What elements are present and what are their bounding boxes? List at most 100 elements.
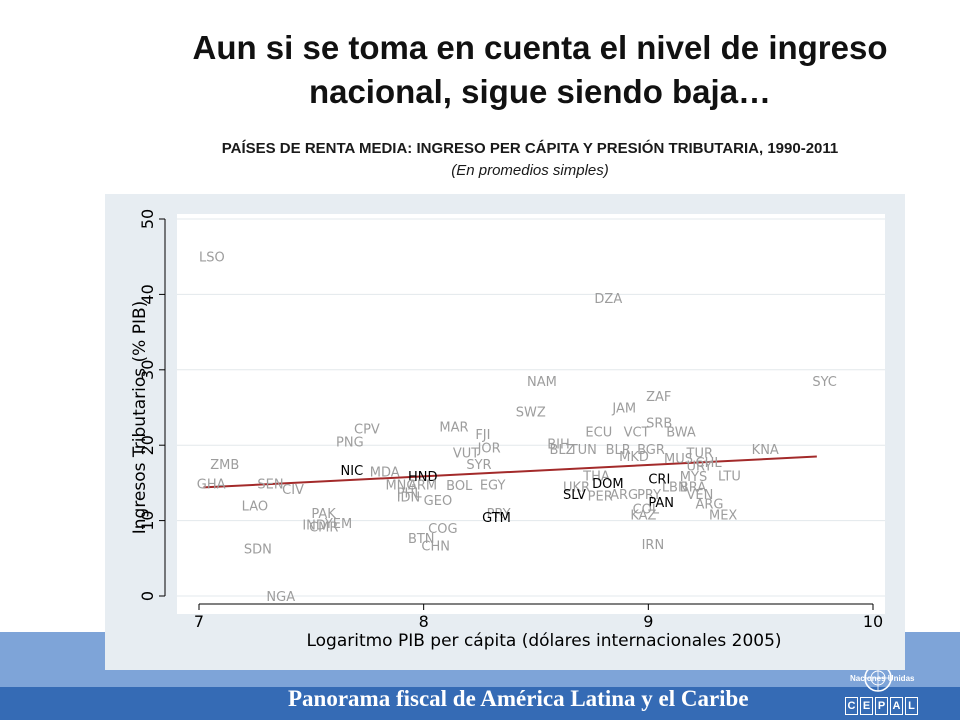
country-label: KNA xyxy=(752,443,779,458)
country-label: KAZ xyxy=(630,509,656,524)
country-label: SDN xyxy=(244,542,272,557)
footer-text: Panorama fiscal de América Latina y el C… xyxy=(288,686,749,711)
country-label: NAM xyxy=(527,375,557,390)
country-label: SYR xyxy=(466,458,491,473)
y-axis-label: Ingresos Tributarios (% PIB) xyxy=(130,301,150,535)
logo-letter: E xyxy=(860,697,873,715)
country-label: PAN xyxy=(648,496,674,511)
country-label: SYC xyxy=(812,375,837,390)
country-label: EGY xyxy=(480,478,506,493)
country-label: BWA xyxy=(666,426,696,441)
country-label: URY xyxy=(687,460,713,475)
country-label: CPV xyxy=(354,423,380,438)
country-label: LBN xyxy=(662,481,688,496)
logo-letter: A xyxy=(890,697,903,715)
country-label: DZA xyxy=(594,292,622,307)
logo-letter: L xyxy=(905,697,918,715)
country-label: BRA xyxy=(680,481,706,496)
country-label: SRB xyxy=(646,417,672,432)
slide-title-line-2: nacional, sigue siendo baja… xyxy=(308,73,772,110)
scatter-chart: 0 10 20 30 40 50 7 8 9 10 LSO DZA NAM SYC ZAF SWZ JAM SR… xyxy=(130,209,885,651)
country-label: DOM xyxy=(592,477,623,492)
logo-letter: C xyxy=(845,697,858,715)
country-label: TUR xyxy=(686,447,714,462)
y-tick-label: 40 xyxy=(138,284,157,304)
country-label: SLV xyxy=(563,488,586,503)
country-label: ZAF xyxy=(646,390,671,405)
chart-panel: 0 10 20 30 40 50 7 8 9 10 LSO DZA NAM SYC ZAF SWZ JAM SR… xyxy=(105,194,905,670)
x-tick-label: 10 xyxy=(863,612,883,631)
country-label: ARG xyxy=(696,497,724,512)
axes: 0 10 20 30 40 50 7 8 9 10 xyxy=(138,209,883,631)
country-label: PNG xyxy=(336,435,364,450)
country-label: MDA xyxy=(370,466,400,481)
country-label: CIV xyxy=(282,483,304,498)
country-label: IDN xyxy=(397,490,421,505)
country-label: ARG xyxy=(610,488,638,503)
country-label: CRI xyxy=(648,472,670,487)
country-label: BOL xyxy=(446,479,473,494)
country-label: ARM xyxy=(408,478,437,493)
x-tick-label: 9 xyxy=(643,612,653,631)
country-label: ECU xyxy=(585,426,612,441)
country-label: MUS xyxy=(664,452,693,467)
footer-bar xyxy=(0,687,960,720)
country-label: JAM xyxy=(611,402,636,417)
country-label: BIH xyxy=(547,438,570,453)
country-label: BGR xyxy=(637,443,665,458)
country-label: PER xyxy=(588,490,613,505)
country-label: MKD xyxy=(619,450,649,465)
country-label: FJI xyxy=(475,428,490,443)
logo-letter: P xyxy=(875,697,888,715)
country-labels: LSO DZA NAM SYC ZAF SWZ JAM SRB MAR CPV ECU VCT BWA F… xyxy=(197,251,837,605)
country-label: IND xyxy=(302,518,326,533)
country-label: MNG xyxy=(385,478,416,493)
country-label: PRY xyxy=(637,488,661,503)
country-label: NIC xyxy=(341,464,364,479)
country-label: GEO xyxy=(424,494,453,509)
country-label: ZMB xyxy=(210,458,239,473)
country-label: MYS xyxy=(680,470,707,485)
fit-line xyxy=(203,455,817,489)
country-label: IRN xyxy=(642,538,665,553)
y-tick-label: 20 xyxy=(138,435,157,455)
country-label: HND xyxy=(408,470,438,485)
country-label: BLZ xyxy=(549,443,574,458)
plot-area xyxy=(177,214,885,614)
x-tick-label: 8 xyxy=(419,612,429,631)
country-label: LAO xyxy=(242,500,268,515)
country-label: PAK xyxy=(311,507,336,522)
country-label: BTN xyxy=(408,532,435,547)
y-tick-label: 10 xyxy=(138,510,157,530)
country-label: PHL xyxy=(397,487,423,502)
chart-subtitle: (En promedios simples) xyxy=(451,162,609,179)
slide-title-line-1: Aun si se toma en cuenta el nivel de ing… xyxy=(192,29,888,66)
country-label: SWZ xyxy=(516,405,546,420)
chart-title: PAÍSES DE RENTA MEDIA: INGRESO PER CÁPIT… xyxy=(221,140,839,157)
country-label: GHA xyxy=(197,478,226,493)
country-label: YEM xyxy=(324,517,352,532)
country-label: TUN xyxy=(569,443,597,458)
x-axis-label: Logaritmo PIB per cápita (dólares intern… xyxy=(306,631,781,651)
logo-small-text: Naciones Unidas xyxy=(850,674,915,683)
country-label: LSO xyxy=(199,251,225,266)
country-label: UKR xyxy=(563,481,590,496)
country-label: GTM xyxy=(482,511,511,526)
grid-lines xyxy=(177,218,885,597)
country-label: VUT xyxy=(453,447,479,462)
slide-title: Aun si se toma en cuenta el nivel de ing… xyxy=(100,26,960,114)
country-label: NGA xyxy=(266,590,295,605)
country-label: JOR xyxy=(477,441,501,456)
country-label: MEX xyxy=(709,509,737,524)
country-label: MAR xyxy=(439,420,468,435)
country-label: LTU xyxy=(718,469,741,484)
country-label: COG xyxy=(428,522,457,537)
country-label: CHN xyxy=(421,539,450,554)
country-label: CMR xyxy=(309,521,338,536)
country-label: VEN xyxy=(687,488,714,503)
country-label: THA xyxy=(582,469,610,484)
country-label: BLR xyxy=(606,443,631,458)
country-label: COL xyxy=(633,503,660,518)
country-label: VCT xyxy=(624,426,650,441)
x-tick-label: 7 xyxy=(194,612,204,631)
